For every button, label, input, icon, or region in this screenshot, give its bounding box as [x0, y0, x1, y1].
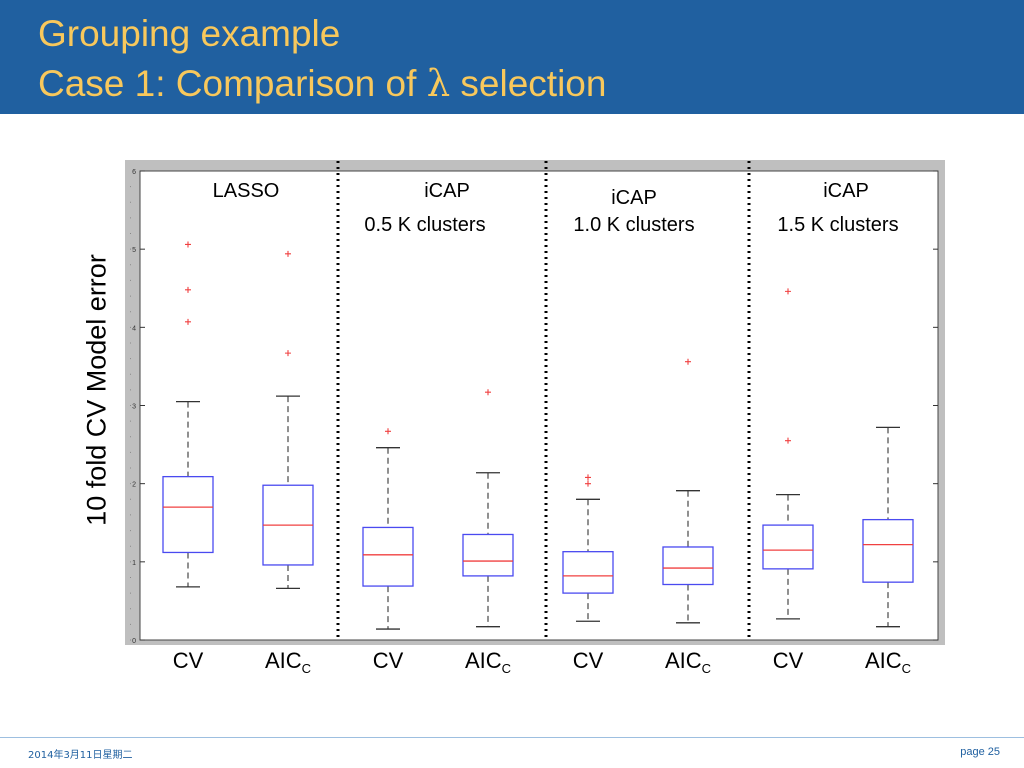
category-name: AIC — [864, 648, 902, 673]
x-category-label: CV — [173, 648, 204, 674]
outlier-marker — [785, 288, 791, 295]
y-tick-label: 5 — [132, 247, 136, 254]
boxplot-chart: 0 1 2 3 4 5 6 — [125, 160, 945, 645]
box-aicc-8 — [862, 426, 914, 628]
y-tick-label: 0 — [132, 638, 136, 645]
box-cv-3 — [362, 428, 414, 630]
outlier-marker — [185, 241, 191, 248]
iqr-box — [362, 526, 414, 587]
iqr-box — [462, 533, 514, 577]
y-tick-label: 4 — [132, 325, 136, 332]
y-tick-label: 3 — [132, 404, 136, 411]
iqr-box — [562, 551, 614, 594]
outlier-marker — [685, 358, 691, 365]
outlier-marker — [485, 389, 491, 396]
box-aicc-4 — [462, 389, 514, 628]
outlier-marker — [585, 480, 591, 487]
title-text-before: Case 1: Comparison of — [38, 63, 427, 104]
category-name: CV — [772, 648, 804, 673]
footer-page-number: page 25 — [960, 746, 1000, 758]
category-name: CV — [172, 648, 204, 673]
category-subscript: C — [301, 661, 312, 676]
y-tick-label: 1 — [132, 560, 136, 567]
box-aicc-6 — [662, 358, 714, 624]
title-text-after: selection — [450, 63, 607, 104]
outlier-marker — [185, 318, 191, 325]
outlier-marker — [385, 428, 391, 435]
box-cv-1 — [162, 241, 214, 588]
category-name: CV — [572, 648, 604, 673]
box-aicc-2 — [262, 250, 314, 590]
iqr-box — [762, 524, 814, 570]
panel-title-3-line-1: iCAP — [611, 187, 657, 209]
panel-title-3-line-2: 1.0 K clusters — [573, 214, 695, 236]
outlier-marker — [585, 474, 591, 481]
x-category-label: CV — [573, 648, 604, 674]
category-name: AIC — [264, 648, 302, 673]
outlier-marker — [285, 250, 291, 257]
slide-title-line-1: Grouping example — [38, 13, 341, 54]
x-category-label: AICC — [865, 648, 911, 676]
x-category-label: AICC — [265, 648, 311, 676]
slide-header: Grouping example Case 1: Comparison of λ… — [0, 0, 1024, 114]
slide-title-line-2: Case 1: Comparison of λ selection — [38, 64, 606, 104]
panel-title-4-line-1: iCAP — [823, 180, 869, 202]
panel-title-4-line-2: 1.5 K clusters — [777, 214, 899, 236]
box-cv-7 — [762, 288, 814, 620]
box-cv-5 — [562, 474, 614, 622]
x-category-label: AICC — [665, 648, 711, 676]
iqr-box — [162, 475, 214, 554]
category-name: AIC — [664, 648, 702, 673]
outlier-marker — [785, 437, 791, 444]
outlier-marker — [285, 350, 291, 357]
y-tick-label: 2 — [132, 482, 136, 489]
panel-title-2-line-1: iCAP — [424, 180, 470, 202]
x-category-label: AICC — [465, 648, 511, 676]
category-subscript: C — [701, 661, 712, 676]
iqr-box — [862, 518, 914, 583]
x-category-label: CV — [373, 648, 404, 674]
footer-date: 2014年3月11日星期二 — [28, 750, 133, 761]
iqr-box — [662, 546, 714, 586]
outlier-marker — [185, 286, 191, 293]
y-tick-label: 6 — [132, 169, 136, 176]
footer-divider — [0, 737, 1024, 738]
category-name: CV — [372, 648, 404, 673]
panel-title-2-line-2: 0.5 K clusters — [364, 214, 486, 236]
x-category-label: CV — [773, 648, 804, 674]
category-name: AIC — [464, 648, 502, 673]
category-subscript: C — [501, 661, 512, 676]
panel-title-1-line-1: LASSO — [212, 180, 280, 202]
category-subscript: C — [901, 661, 912, 676]
plot-area — [139, 170, 939, 641]
lambda-symbol: λ — [426, 62, 451, 105]
